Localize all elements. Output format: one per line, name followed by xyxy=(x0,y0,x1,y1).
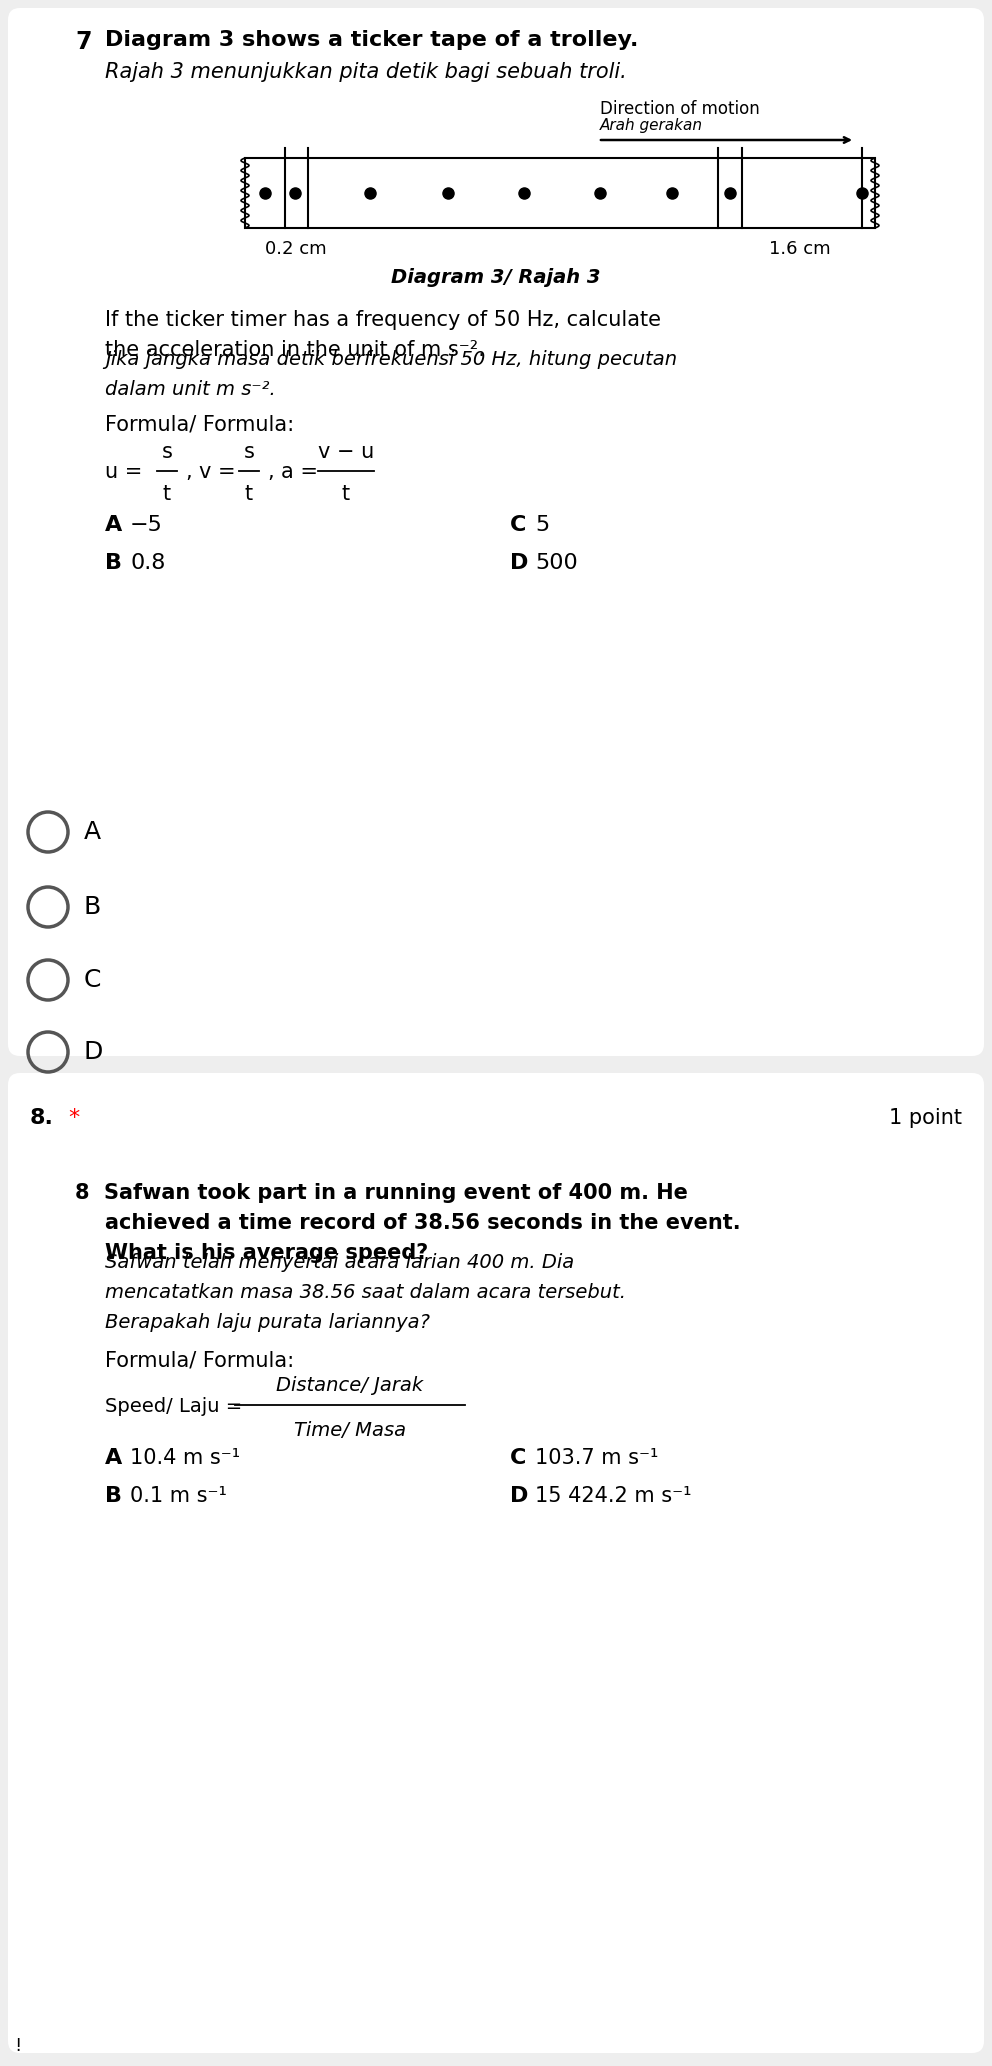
Text: A: A xyxy=(105,514,122,535)
Text: t: t xyxy=(342,483,350,504)
Text: Speed/ Laju =: Speed/ Laju = xyxy=(105,1397,242,1417)
Text: dalam unit m s⁻².: dalam unit m s⁻². xyxy=(105,380,276,399)
Text: Diagram 3/ Rajah 3: Diagram 3/ Rajah 3 xyxy=(391,269,601,287)
FancyBboxPatch shape xyxy=(8,1072,984,2054)
Text: Arah gerakan: Arah gerakan xyxy=(600,118,703,132)
Text: ,: , xyxy=(267,463,274,481)
Text: Jika jangka masa detik berfrekuensi 50 Hz, hitung pecutan: Jika jangka masa detik berfrekuensi 50 H… xyxy=(105,349,678,370)
Text: 0.8: 0.8 xyxy=(130,554,166,572)
Text: t: t xyxy=(245,483,253,504)
Text: D: D xyxy=(510,554,529,572)
Text: 1.6 cm: 1.6 cm xyxy=(769,240,831,258)
Text: 5: 5 xyxy=(535,514,550,535)
Text: achieved a time record of 38.56 seconds in the event.: achieved a time record of 38.56 seconds … xyxy=(105,1213,741,1233)
Text: 0.2 cm: 0.2 cm xyxy=(265,240,326,258)
Text: A: A xyxy=(105,1448,122,1469)
Text: What is his average speed?: What is his average speed? xyxy=(105,1244,429,1262)
Text: 0.1 m s⁻¹: 0.1 m s⁻¹ xyxy=(130,1485,227,1506)
Text: D: D xyxy=(84,1039,103,1064)
Text: Berapakah laju purata lariannya?: Berapakah laju purata lariannya? xyxy=(105,1314,430,1333)
Text: B: B xyxy=(105,1485,122,1506)
Text: 103.7 m s⁻¹: 103.7 m s⁻¹ xyxy=(535,1448,659,1469)
Text: Direction of motion: Direction of motion xyxy=(600,99,760,118)
Text: a =: a = xyxy=(281,463,318,481)
Bar xyxy=(245,157,875,227)
Text: s: s xyxy=(244,442,254,463)
Text: C: C xyxy=(84,969,101,992)
Text: Rajah 3 menunjukkan pita detik bagi sebuah troli.: Rajah 3 menunjukkan pita detik bagi sebu… xyxy=(105,62,627,83)
Text: 15 424.2 m s⁻¹: 15 424.2 m s⁻¹ xyxy=(535,1485,691,1506)
Text: A: A xyxy=(84,820,101,845)
Text: !: ! xyxy=(14,2037,21,2056)
Text: Safwan telah menyertai acara larian 400 m. Dia: Safwan telah menyertai acara larian 400 … xyxy=(105,1252,574,1273)
Text: the acceleration in the unit of m s⁻².: the acceleration in the unit of m s⁻². xyxy=(105,341,485,359)
Text: Formula/ Formula:: Formula/ Formula: xyxy=(105,1351,294,1372)
Text: D: D xyxy=(510,1485,529,1506)
Text: Formula/ Formula:: Formula/ Formula: xyxy=(105,415,294,436)
Text: *: * xyxy=(68,1107,79,1128)
FancyBboxPatch shape xyxy=(8,8,984,1056)
Text: t: t xyxy=(163,483,171,504)
Text: s: s xyxy=(162,442,173,463)
Text: ,: , xyxy=(185,463,191,481)
Text: −5: −5 xyxy=(130,514,163,535)
Text: B: B xyxy=(84,895,101,919)
Text: 500: 500 xyxy=(535,554,577,572)
Text: mencatatkan masa 38.56 saat dalam acara tersebut.: mencatatkan masa 38.56 saat dalam acara … xyxy=(105,1283,626,1302)
Text: If the ticker timer has a frequency of 50 Hz, calculate: If the ticker timer has a frequency of 5… xyxy=(105,310,661,331)
Text: 10.4 m s⁻¹: 10.4 m s⁻¹ xyxy=(130,1448,240,1469)
Text: C: C xyxy=(510,1448,527,1469)
Text: 7: 7 xyxy=(75,31,91,54)
Text: v − u: v − u xyxy=(317,442,374,463)
Text: 1 point: 1 point xyxy=(889,1107,962,1128)
Text: Time/ Masa: Time/ Masa xyxy=(294,1421,406,1440)
Text: Diagram 3 shows a ticker tape of a trolley.: Diagram 3 shows a ticker tape of a troll… xyxy=(105,31,639,50)
Text: B: B xyxy=(105,554,122,572)
Text: v =: v = xyxy=(199,463,236,481)
Text: C: C xyxy=(510,514,527,535)
Text: 8.: 8. xyxy=(30,1107,54,1128)
Text: 8  Safwan took part in a running event of 400 m. He: 8 Safwan took part in a running event of… xyxy=(75,1184,687,1202)
Text: u =: u = xyxy=(105,463,143,481)
Text: Distance/ Jarak: Distance/ Jarak xyxy=(277,1376,424,1395)
